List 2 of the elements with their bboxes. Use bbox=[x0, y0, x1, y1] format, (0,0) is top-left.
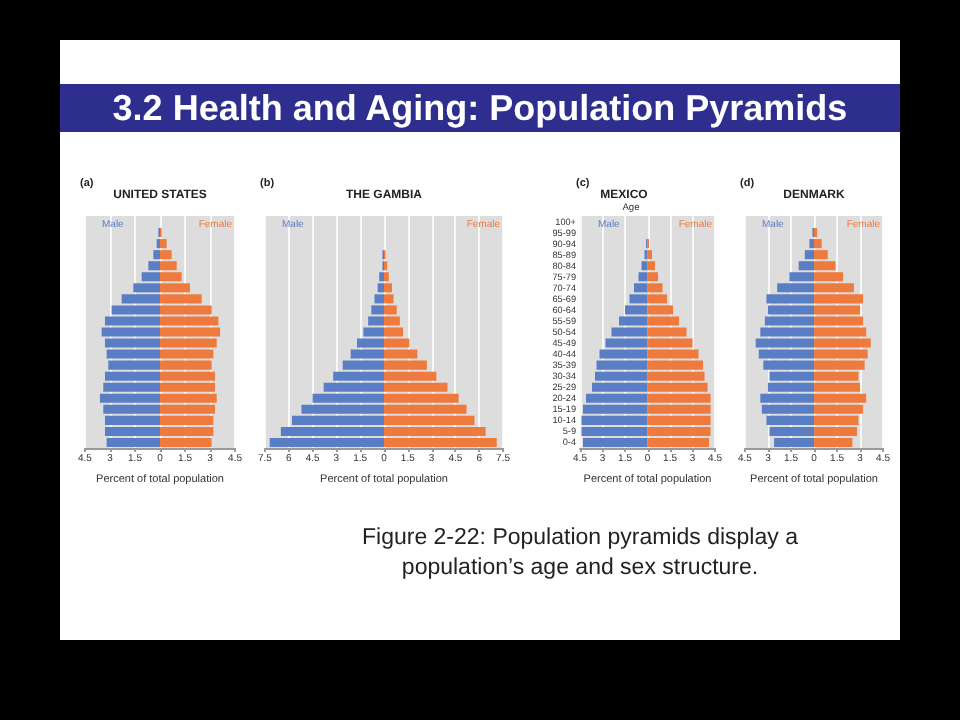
caption: Figure 2-22: Population pyramids display a population’s age and sex structure. bbox=[360, 524, 800, 584]
text: 3.2 Health and Aging: Population Pyramids bbox=[60, 84, 900, 132]
